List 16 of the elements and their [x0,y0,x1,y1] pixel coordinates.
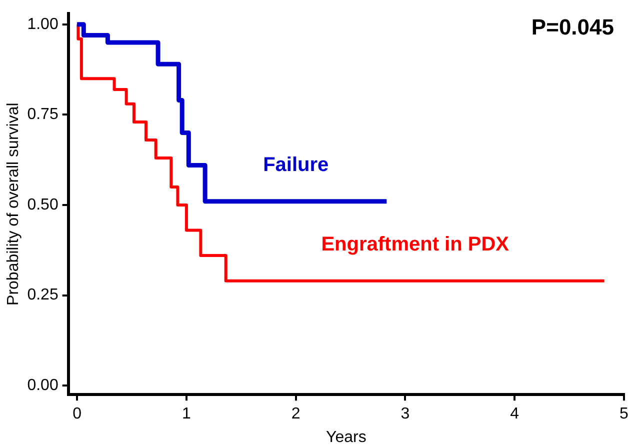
x-tick-label: 0 [72,406,82,423]
y-tick-label: 0.50 [27,196,58,214]
y-tick-label: 0.00 [27,376,58,394]
x-tick-label: 4 [510,406,520,423]
x-tick-label: 2 [291,406,300,423]
x-tick-label: 5 [620,406,629,423]
series-label: Failure [263,154,329,176]
series-label: Engraftment in PDX [321,233,510,256]
x-tick-label: 1 [182,406,192,423]
y-tick-label: 0.75 [27,106,58,124]
y-tick-label: 0.25 [27,286,58,304]
y-axis-title: Probability of overall survival [5,102,22,306]
annotation: P=0.045 [531,14,614,40]
x-tick-label: 3 [400,406,410,423]
x-axis-title: Years [326,428,366,446]
y-tick-label: 1.00 [27,16,58,33]
